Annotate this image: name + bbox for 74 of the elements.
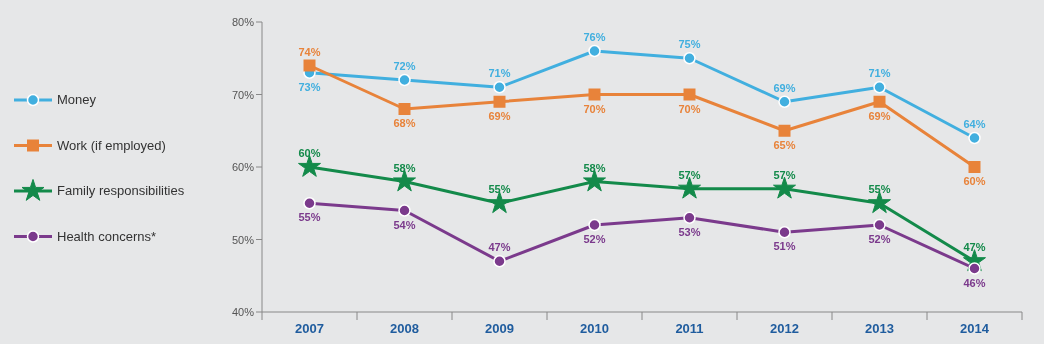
data-label: 51% (773, 240, 796, 253)
point (868, 191, 891, 214)
data-label: 53% (678, 225, 701, 238)
data-label: 69% (488, 109, 511, 122)
point (588, 88, 601, 101)
legend-label: Health concerns* (57, 228, 156, 244)
data-label: 60% (963, 175, 986, 187)
point (398, 204, 411, 217)
data-label: 65% (773, 138, 796, 151)
point (398, 73, 411, 87)
data-label: 69% (868, 109, 891, 122)
data-label: 75% (678, 38, 701, 51)
data-label: 58% (393, 161, 416, 174)
point (683, 52, 696, 65)
data-label: 74% (298, 45, 321, 58)
y-tick-label: 40% (231, 306, 255, 318)
point (588, 218, 601, 232)
point (873, 81, 886, 94)
data-label: 58% (583, 161, 606, 174)
legend-label: Work (if employed) (57, 137, 166, 153)
y-tick-label: 60% (231, 161, 255, 173)
data-label: 55% (868, 183, 891, 196)
y-tick-label: 70% (231, 88, 255, 101)
point (303, 197, 316, 210)
point (398, 103, 411, 115)
x-tick-label: 2011 (675, 321, 704, 336)
x-tick-label: 2010 (580, 321, 609, 336)
data-label: 52% (868, 233, 891, 245)
point (968, 131, 981, 145)
point (683, 211, 696, 224)
point (778, 226, 791, 239)
data-label: 55% (298, 211, 321, 224)
x-tick-label: 2008 (390, 321, 419, 336)
x-tick-label: 2012 (770, 321, 799, 336)
data-label: 60% (298, 147, 321, 159)
legend-label: Money (57, 92, 97, 107)
x-tick-label: 2014 (960, 321, 990, 336)
data-label: 68% (393, 117, 416, 129)
data-label: 54% (393, 218, 416, 231)
data-label: 71% (868, 67, 891, 80)
data-label: 57% (678, 168, 701, 181)
data-label: 55% (488, 183, 511, 196)
point (968, 161, 981, 173)
point (493, 81, 506, 94)
point (588, 44, 601, 58)
point (778, 95, 791, 108)
y-tick-label: 50% (231, 233, 255, 246)
data-label: 70% (678, 102, 701, 115)
data-label: 47% (488, 241, 511, 254)
y-tick-label: 80% (231, 16, 255, 28)
point (493, 255, 506, 268)
data-label: 52% (583, 233, 606, 245)
legend-label: Family responsibilities (57, 183, 185, 198)
data-label: 57% (773, 168, 796, 181)
x-tick-label: 2013 (865, 321, 894, 336)
data-label: 70% (583, 102, 606, 115)
x-tick-label: 2007 (295, 321, 324, 336)
data-label: 46% (963, 276, 986, 289)
data-label: 69% (773, 81, 796, 94)
x-tick-label: 2009 (485, 321, 514, 336)
point (968, 262, 981, 275)
data-label: 64% (963, 118, 986, 130)
point (303, 59, 316, 72)
data-label: 76% (583, 31, 606, 43)
point (493, 95, 506, 108)
point (488, 191, 511, 214)
point (873, 218, 886, 232)
point (683, 88, 696, 101)
data-label: 47% (963, 241, 986, 254)
point (778, 124, 791, 137)
point (873, 95, 886, 108)
data-label: 72% (393, 60, 416, 72)
data-label: 73% (298, 80, 321, 93)
data-label: 71% (488, 67, 511, 80)
